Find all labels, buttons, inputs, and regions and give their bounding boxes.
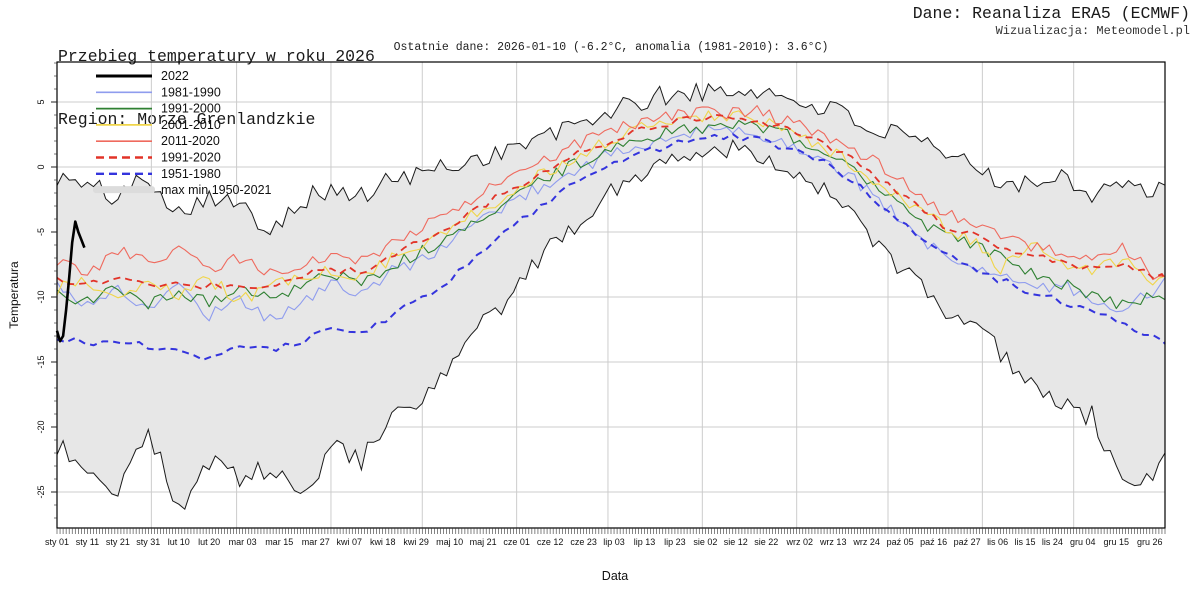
x-tick-label: wrz 24	[852, 537, 880, 547]
source-block: Dane: Reanaliza ERA5 (ECMWF) Wizualizacj…	[913, 4, 1190, 38]
legend-label: 1991-2000	[161, 102, 221, 116]
last-data-note: Ostatnie dane: 2026-01-10 (-6.2°C, anoma…	[393, 41, 829, 54]
series-1991-2020	[56, 113, 1166, 291]
legend-item-1981-1990: 1981-1990	[96, 85, 221, 99]
x-tick-label: lip 03	[603, 537, 625, 547]
x-tick-label: sie 22	[754, 537, 778, 547]
legend-label: 1981-1990	[161, 85, 221, 99]
legend-item-1951-1980: 1951-1980	[96, 167, 221, 181]
x-tick-label: lut 10	[168, 537, 190, 547]
y-tick-label: -15	[36, 355, 46, 368]
x-tick-label: mar 03	[229, 537, 257, 547]
min-line	[56, 139, 1166, 511]
x-tick-label: lip 23	[664, 537, 686, 547]
legend-item-max-min-1950-2021: max min 1950-2021	[93, 183, 272, 197]
x-tick-label: wrz 02	[785, 537, 813, 547]
max-line	[56, 82, 1166, 236]
x-tick-label: gru 26	[1137, 537, 1163, 547]
x-tick-label: paź 05	[887, 537, 914, 547]
x-tick-label: wrz 13	[819, 537, 847, 547]
x-tick-label: paź 27	[954, 537, 981, 547]
legend-item-2022: 2022	[96, 69, 189, 83]
x-tick-label: gru 15	[1104, 537, 1130, 547]
x-tick-label: kwi 18	[370, 537, 396, 547]
y-axis-title: Temperatura	[7, 261, 21, 329]
legend-label: 1991-2020	[161, 151, 221, 165]
x-tick-label: lis 15	[1014, 537, 1035, 547]
y-tick-label: -10	[36, 290, 46, 303]
x-tick-label: kwi 29	[403, 537, 429, 547]
x-tick-label: mar 27	[302, 537, 330, 547]
series-1981-1990	[56, 125, 1166, 322]
series-1951-1980	[56, 133, 1166, 361]
legend-label: 2022	[161, 69, 189, 83]
series-2011-2020	[56, 105, 1166, 281]
y-tick-label: 5	[36, 99, 46, 104]
maxmin-band	[56, 82, 1166, 511]
x-tick-label: sie 12	[724, 537, 748, 547]
legend-item-2001-2010: 2001-2010	[96, 118, 221, 132]
page-title: Przebieg temperatury w roku 2026	[58, 47, 375, 66]
x-tick-label: sty 31	[136, 537, 160, 547]
legend-label: max min 1950-2021	[161, 183, 272, 197]
x-tick-label: maj 10	[436, 537, 463, 547]
legend-item-1991-2020: 1991-2020	[96, 151, 221, 165]
legend-item-2011-2020: 2011-2020	[96, 134, 220, 148]
x-tick-label: lis 24	[1042, 537, 1063, 547]
visualization-credit: Wizualizacja: Meteomodel.pl	[995, 24, 1190, 38]
x-tick-label: cze 01	[503, 537, 530, 547]
legend-label: 2001-2010	[161, 118, 221, 132]
x-tick-label: mar 15	[265, 537, 293, 547]
y-tick-label: -5	[36, 228, 46, 236]
x-tick-label: sty 21	[106, 537, 130, 547]
axes: sty 01 sty 11 sty 21 sty 31 lut 10 lut 20 mar …	[36, 61, 1166, 547]
series-2022	[55, 220, 86, 343]
legend-label: 1951-1980	[161, 167, 221, 181]
x-tick-label: cze 12	[537, 537, 564, 547]
legend-item-1991-2000: 1991-2000	[96, 102, 221, 116]
y-tick-label: -20	[36, 420, 46, 433]
legend-label: 2011-2020	[161, 134, 220, 148]
x-tick-label: sty 11	[76, 537, 99, 547]
x-tick-label: lut 20	[198, 537, 220, 547]
y-tick-label: 0	[36, 164, 46, 169]
x-tick-label: maj 21	[470, 537, 497, 547]
x-tick-label: paź 16	[920, 537, 947, 547]
x-axis-title: Data	[601, 569, 629, 583]
y-tick-label: -25	[36, 485, 46, 498]
x-tick-label: lip 13	[634, 537, 656, 547]
x-tick-label: kwi 07	[336, 537, 362, 547]
x-tick-label: sie 02	[693, 537, 717, 547]
x-tick-label: cze 23	[570, 537, 597, 547]
x-tick-label: gru 04	[1070, 537, 1096, 547]
x-tick-label: sty 01	[45, 537, 69, 547]
x-tick-label: lis 06	[987, 537, 1008, 547]
legend: 2022 1981-1990 1991-2000 2001-2010 2011-2020…	[93, 69, 272, 197]
data-source-label: Dane: Reanaliza ERA5 (ECMWF)	[912, 4, 1190, 23]
